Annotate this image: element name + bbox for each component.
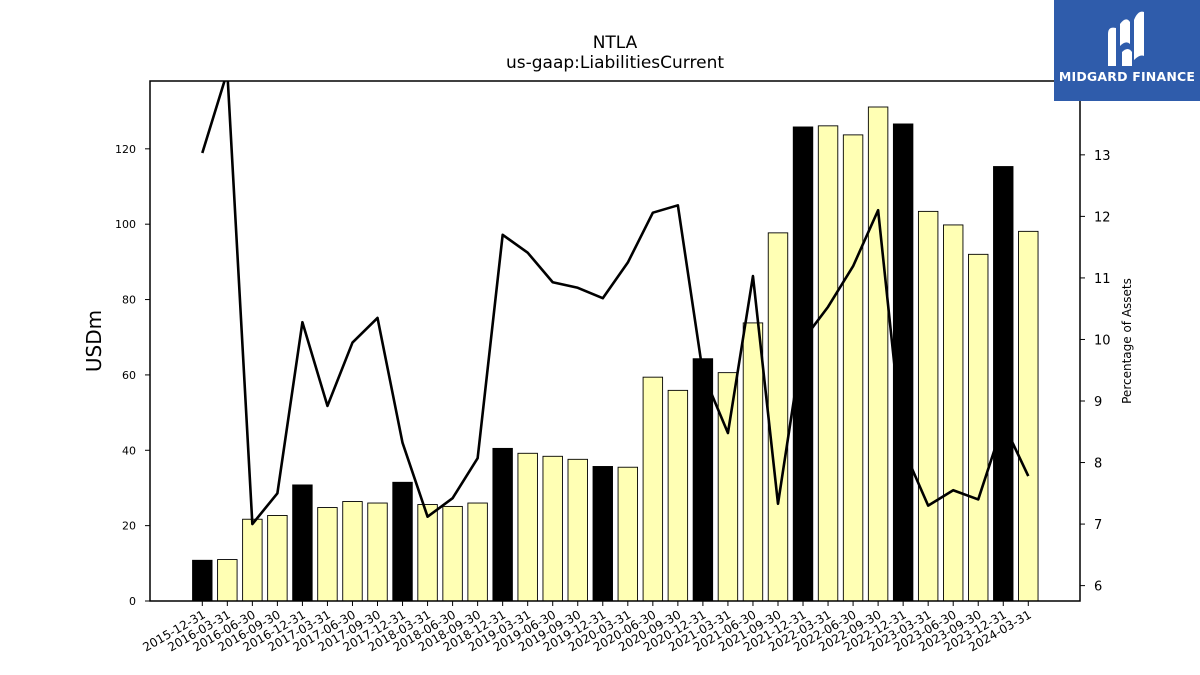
bar — [717, 372, 739, 602]
bar — [342, 501, 363, 602]
bar — [917, 210, 939, 602]
line-series — [201, 81, 1030, 526]
bar — [317, 507, 338, 602]
bar — [217, 559, 238, 602]
chart-subtitle: us-gaap:LiabilitiesCurrent — [506, 53, 724, 73]
bar — [667, 389, 689, 602]
y2-tick-label: 9 — [1094, 395, 1102, 410]
bar — [767, 232, 789, 602]
bar — [567, 458, 588, 602]
bar — [742, 322, 764, 602]
bar — [292, 484, 313, 602]
y-tick-label: 80 — [122, 294, 136, 307]
y2-tick-label: 12 — [1094, 210, 1111, 225]
bar — [968, 253, 989, 602]
bar — [993, 166, 1014, 602]
chart-title: NTLA — [593, 33, 638, 53]
bar — [242, 518, 263, 602]
bar — [842, 134, 864, 602]
logo-mark-icon — [1108, 11, 1144, 67]
bar — [192, 559, 213, 602]
bar — [642, 376, 664, 602]
bar — [492, 447, 513, 602]
y-tick-label: 60 — [122, 369, 136, 382]
y-tick-label: 0 — [129, 595, 136, 608]
y2-tick-label: 11 — [1094, 272, 1111, 287]
y2-tick-label: 10 — [1094, 333, 1111, 348]
bar — [392, 481, 413, 602]
x-axis-ticks: 2015-12-312016-03-312016-06-302016-09-30… — [140, 601, 1034, 654]
axes — [149, 80, 1081, 602]
y-axis-ticks: 0 20 40 60 80 100 120 — [115, 143, 150, 608]
y2-axis-label: Percentage of Assets — [1120, 278, 1134, 404]
y-tick-label: 100 — [115, 218, 136, 231]
plot-frame — [149, 80, 1081, 602]
bar — [592, 466, 613, 602]
y-tick-label: 20 — [122, 520, 136, 533]
bar — [467, 502, 488, 602]
brand-logo: MIDGARD FINANCE — [1054, 0, 1200, 101]
bar — [542, 455, 563, 602]
bar — [517, 452, 538, 602]
bar — [943, 224, 964, 602]
bar — [442, 505, 463, 602]
bar — [892, 123, 914, 602]
y-tick-label: 120 — [115, 143, 136, 156]
logo-text: MIDGARD FINANCE — [1058, 69, 1196, 84]
y2-tick-label: 6 — [1094, 580, 1102, 595]
bar — [867, 106, 889, 602]
y2-tick-label: 7 — [1094, 518, 1102, 533]
bar — [792, 126, 814, 602]
bar — [417, 504, 438, 602]
bar — [692, 358, 714, 602]
y2-tick-label: 13 — [1094, 149, 1111, 164]
bar — [617, 466, 639, 602]
bar — [367, 502, 388, 602]
y2-tick-label: 8 — [1094, 457, 1102, 472]
y-tick-label: 40 — [122, 444, 136, 457]
y-axis-label: USDm — [82, 310, 106, 372]
bar-series — [192, 106, 1039, 602]
bar — [817, 125, 839, 602]
bar — [267, 515, 288, 602]
y2-axis-ticks: 6 7 8 9 10 11 12 13 — [1080, 149, 1111, 595]
line-path — [201, 81, 1030, 526]
bar — [1018, 230, 1039, 602]
